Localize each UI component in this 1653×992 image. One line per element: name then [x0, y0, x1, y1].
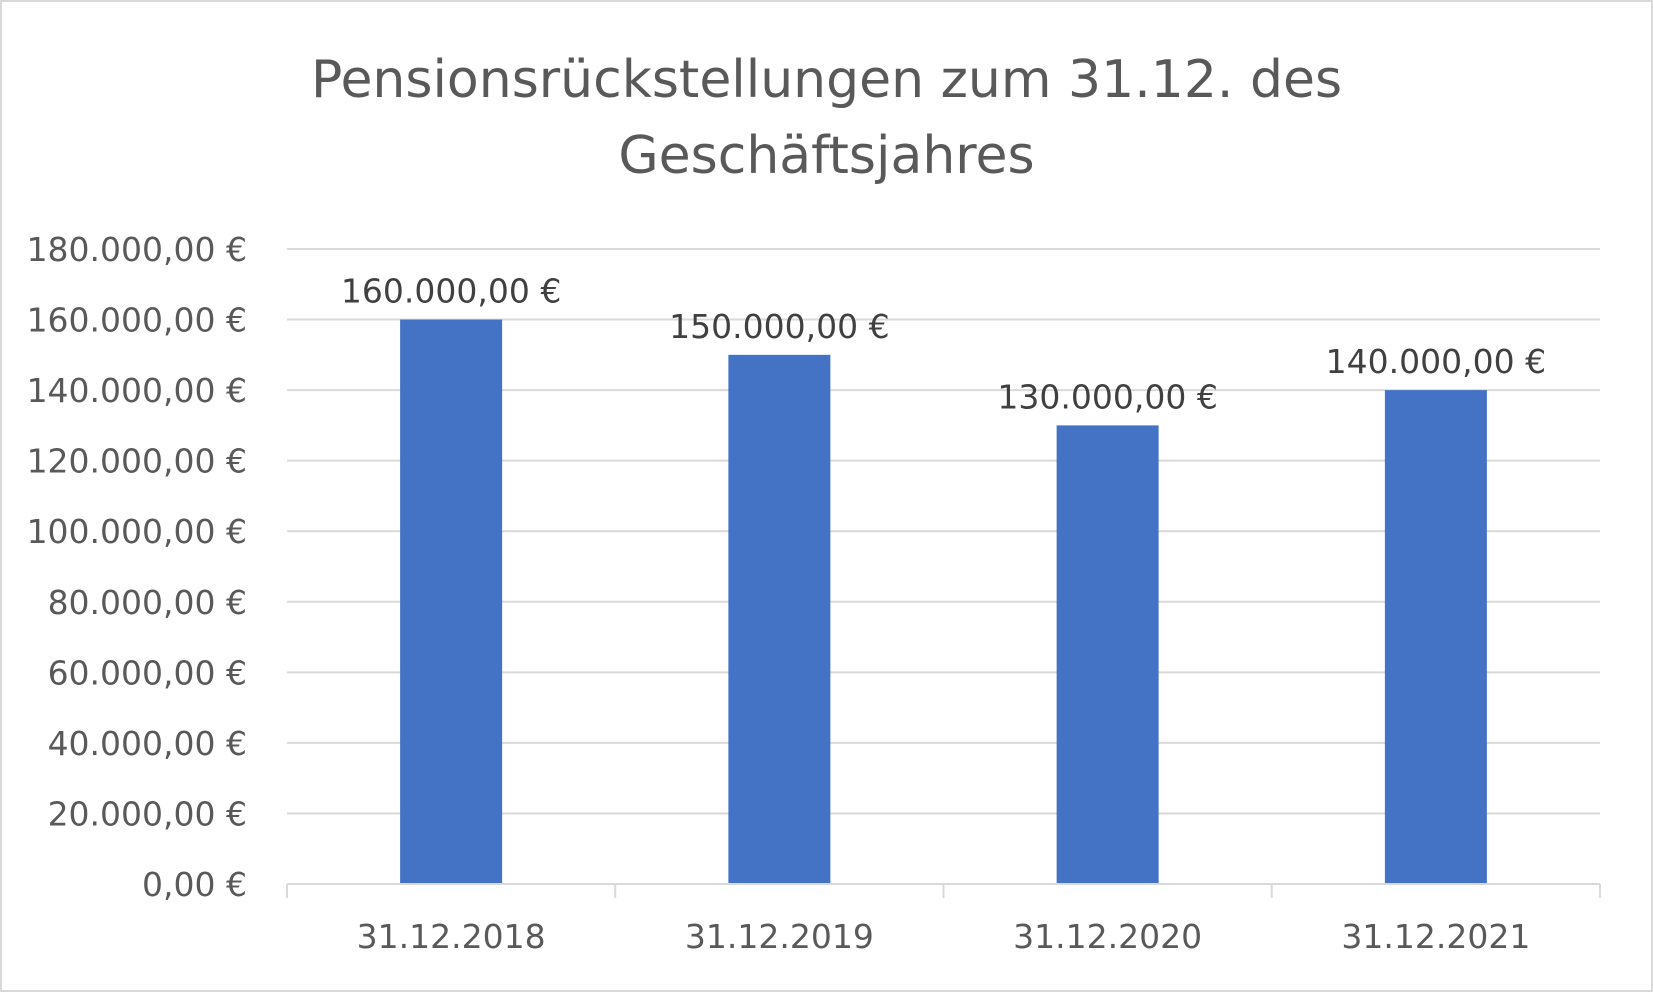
gridlines: [287, 248, 1600, 815]
bar: [728, 354, 831, 884]
x-tick-label: 31.12.2020: [1013, 917, 1202, 956]
y-tick-label: 20.000,00 €: [48, 794, 247, 833]
bar: [1056, 425, 1159, 884]
y-tick-label: 140.000,00 €: [27, 371, 247, 410]
y-tick-label: 40.000,00 €: [48, 724, 247, 763]
data-label: 140.000,00 €: [1326, 342, 1546, 381]
chart-title-line-2: Geschäftsjahres: [618, 126, 1035, 186]
data-label: 160.000,00 €: [341, 272, 561, 311]
y-tick-label: 80.000,00 €: [48, 583, 247, 622]
x-tick-label: 31.12.2019: [685, 917, 874, 956]
y-tick-label: 60.000,00 €: [48, 653, 247, 692]
chart-title: Pensionsrückstellungen zum 31.12. des Ge…: [0, 42, 1653, 194]
y-tick-label: 180.000,00 €: [27, 230, 247, 269]
chart-title-line-1: Pensionsrückstellungen zum 31.12. des: [310, 50, 1343, 110]
bar: [400, 319, 503, 884]
data-labels: 160.000,00 € 150.000,00 € 130.000,00 € 140.…: [341, 272, 1546, 417]
data-label: 130.000,00 €: [997, 377, 1217, 416]
bar: [1384, 390, 1487, 884]
data-label: 150.000,00 €: [669, 307, 889, 346]
x-axis-tick-labels: 31.12.2018 31.12.2019 31.12.2020 31.12.2021: [357, 917, 1531, 956]
x-tick-label: 31.12.2018: [357, 917, 546, 956]
x-axis: [286, 883, 1601, 898]
y-tick-label: 0,00 €: [142, 865, 247, 904]
y-tick-label: 160.000,00 €: [27, 301, 247, 340]
bars: [400, 319, 1487, 884]
x-tick-label: 31.12.2021: [1341, 917, 1530, 956]
y-axis-tick-labels: 0,00 € 20.000,00 € 40.000,00 € 60.000,00 € 8…: [27, 230, 247, 904]
y-tick-label: 100.000,00 €: [27, 512, 247, 551]
y-tick-label: 120.000,00 €: [27, 442, 247, 481]
